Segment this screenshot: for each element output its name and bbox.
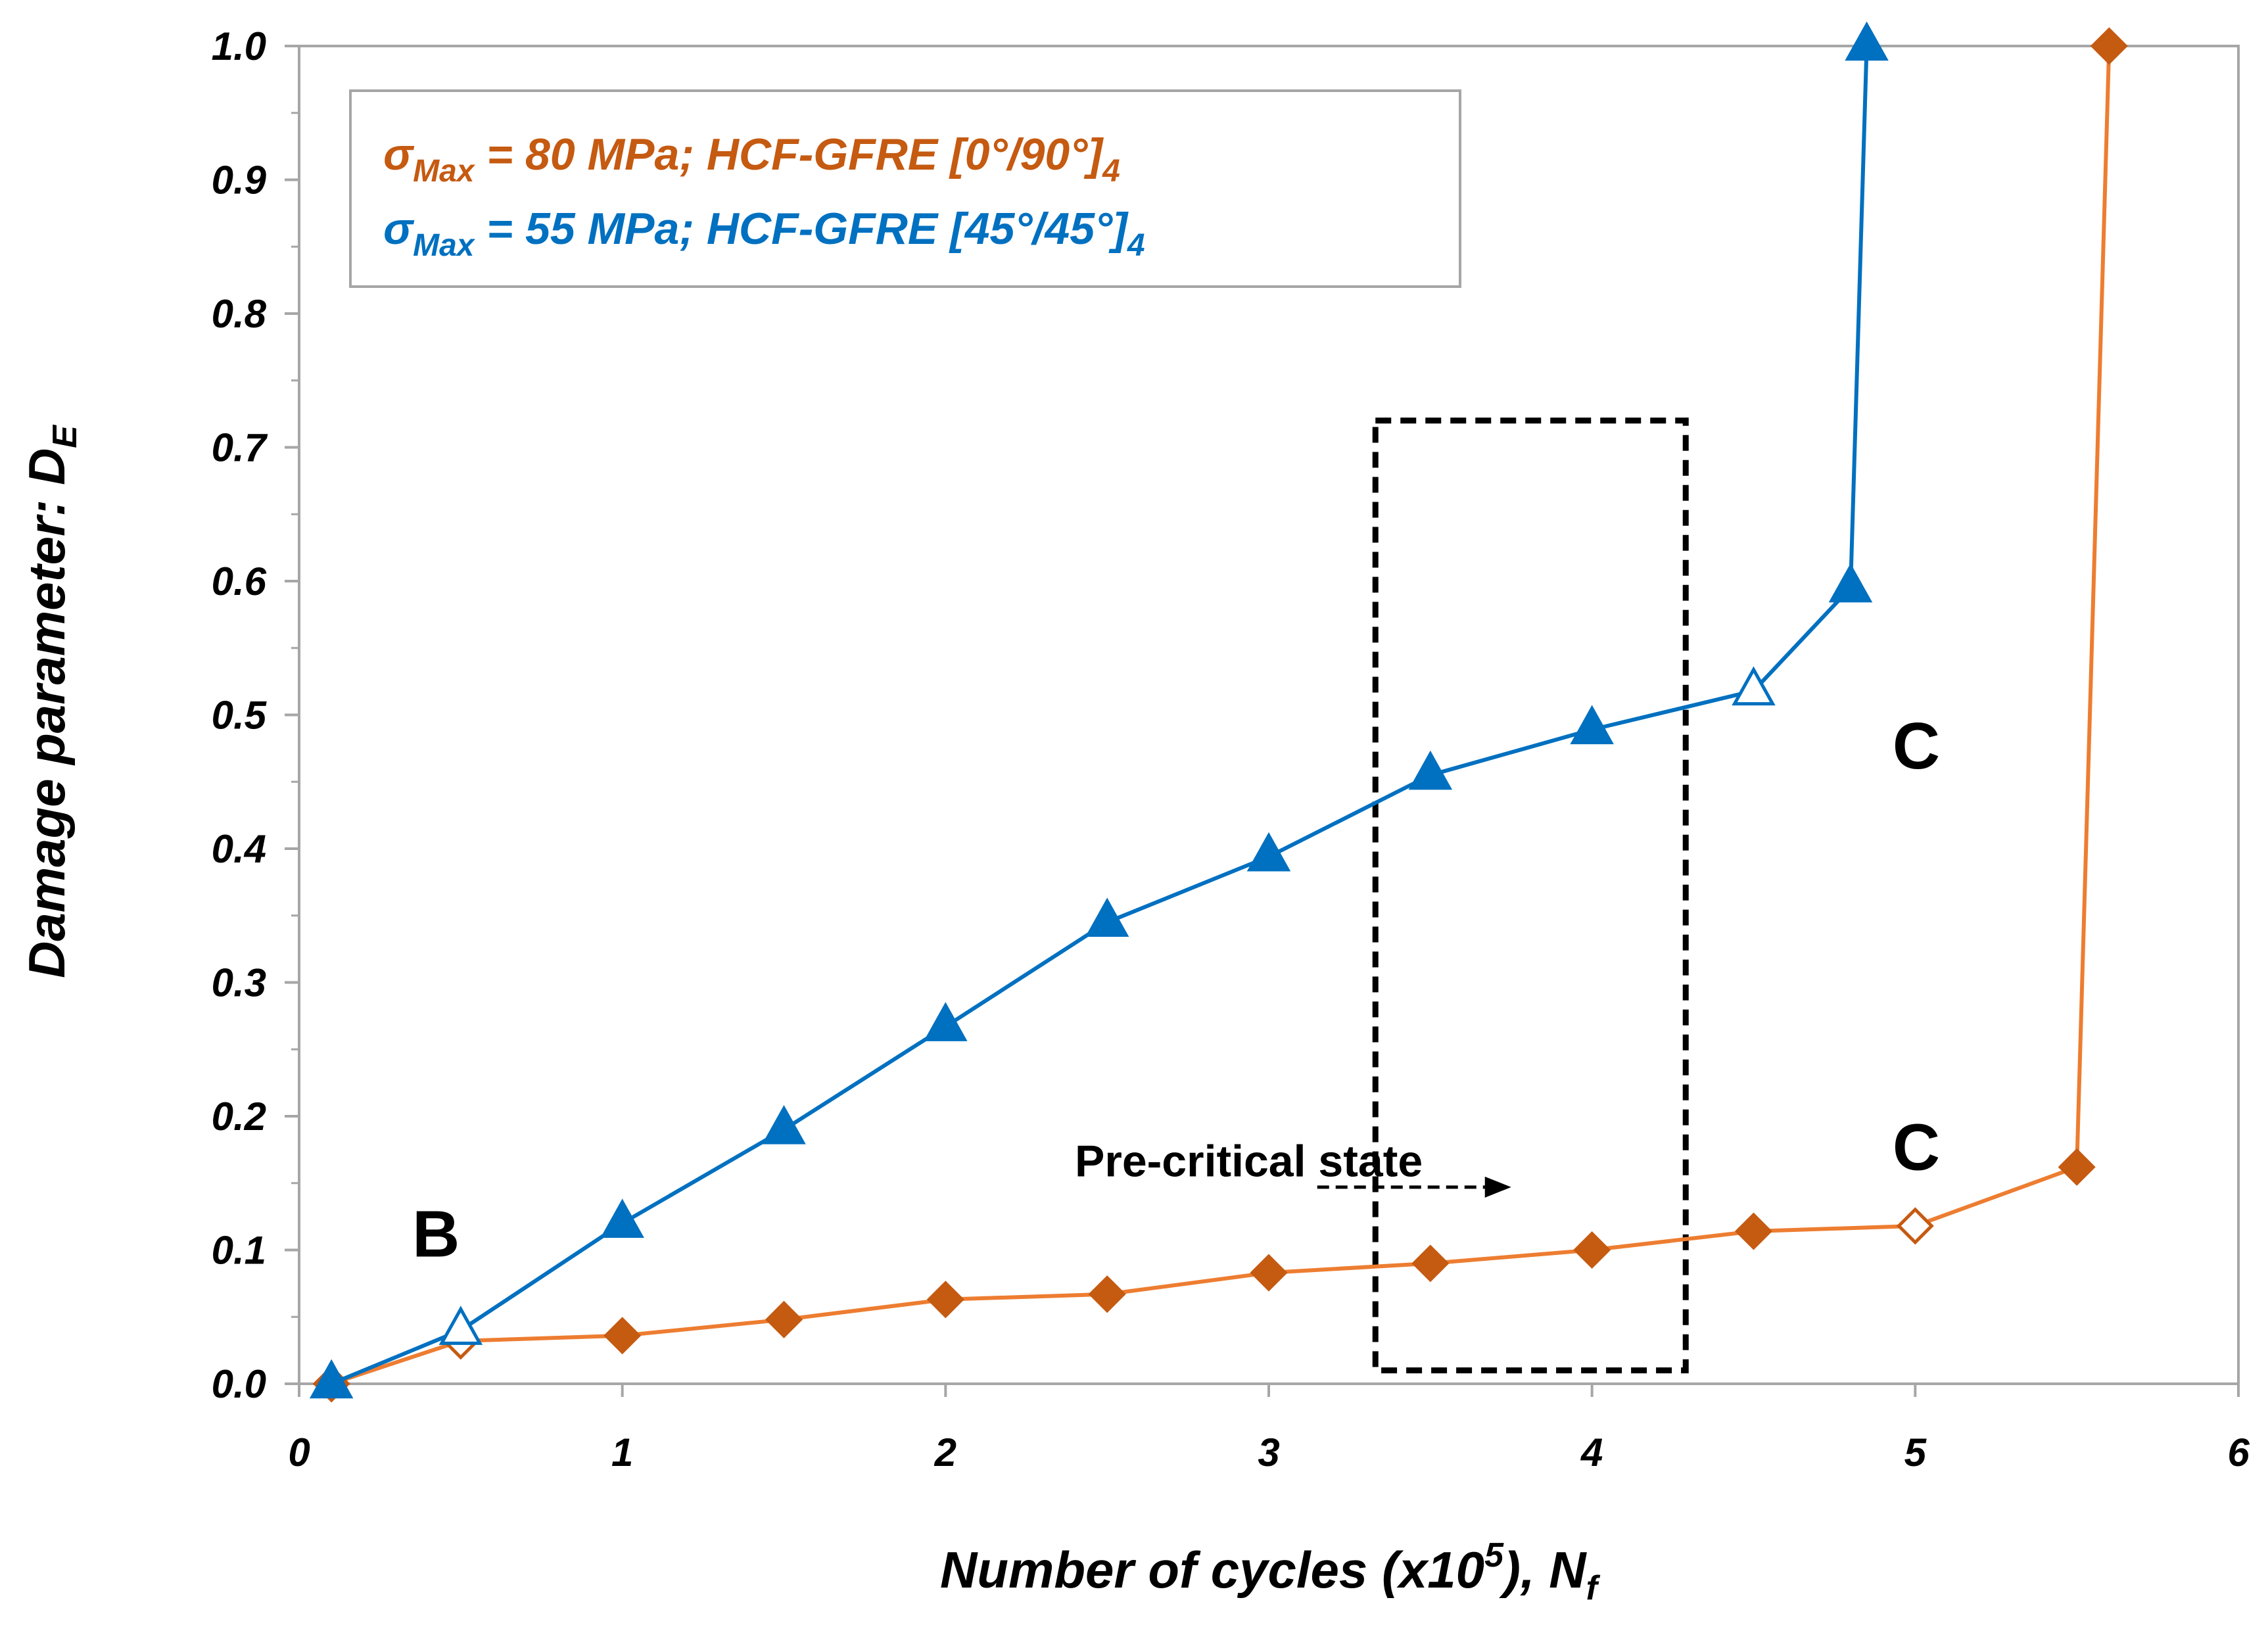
x-tick-label: 1 xyxy=(611,1430,633,1474)
pre-critical-label: Pre-critical state xyxy=(1075,1137,1423,1187)
legend-sigma: σ xyxy=(383,130,415,179)
legend-entry: σMax = 55 MPa; HCF-GFRE [45°/45°]4 xyxy=(383,204,1145,263)
data-point xyxy=(2058,1148,2096,1186)
data-point xyxy=(1250,1254,1288,1292)
pre-critical-region-box xyxy=(1372,417,1689,1374)
x-tick-label: 0 xyxy=(288,1430,310,1474)
data-point xyxy=(1088,1275,1126,1313)
x-axis-label-mid: ), N xyxy=(1499,1541,1587,1599)
legend-entry: σMax = 80 MPa; HCF-GFRE [0°/90°]4 xyxy=(383,130,1120,189)
point-annotation: C xyxy=(1893,709,1940,783)
x-axis-label-superscript: 5 xyxy=(1484,1536,1504,1574)
x-tick-label: 2 xyxy=(934,1430,957,1474)
y-tick-label: 0.2 xyxy=(212,1095,266,1139)
data-point xyxy=(1828,563,1873,603)
y-tick-label: 0.8 xyxy=(212,292,267,336)
point-annotation: C xyxy=(1893,1110,1940,1184)
legend-subscript: Max xyxy=(413,154,476,189)
data-point xyxy=(1246,832,1291,872)
data-point xyxy=(926,1281,964,1319)
legend-subscript: 4 xyxy=(1102,154,1120,189)
data-point xyxy=(1845,21,1889,61)
data-point-hollow xyxy=(438,1306,483,1345)
legend-sigma: σ xyxy=(383,204,415,254)
y-axis-label-main: Damage parameter: D xyxy=(18,448,76,978)
data-point xyxy=(1573,1231,1611,1269)
y-axis-label-subscript: E xyxy=(46,425,84,448)
data-point xyxy=(1411,1244,1450,1283)
data-point xyxy=(1734,1212,1773,1250)
legend-box xyxy=(349,89,1461,288)
legend-text: = 55 MPa; HCF-GFRE [45°/45°] xyxy=(475,204,1129,254)
x-axis-label-main: Number of cycles (x10 xyxy=(940,1541,1484,1599)
x-tick-label: 4 xyxy=(1580,1430,1603,1474)
data-point xyxy=(924,1002,968,1041)
y-tick-label: 0.3 xyxy=(212,961,266,1005)
data-point xyxy=(2090,27,2128,65)
y-tick-label: 0.6 xyxy=(212,559,267,603)
series-line xyxy=(331,45,1869,1386)
legend-subscript: Max xyxy=(413,228,476,263)
y-tick-label: 0.1 xyxy=(212,1229,266,1273)
data-point-hollow xyxy=(1732,666,1776,706)
series-triangle xyxy=(309,21,1889,1399)
y-tick-label: 0.9 xyxy=(212,158,267,202)
pre-critical-arrow-head xyxy=(1484,1176,1511,1198)
data-point xyxy=(765,1300,803,1338)
x-axis-label-subscript: f xyxy=(1586,1569,1601,1607)
data-point xyxy=(309,1359,354,1399)
data-point xyxy=(1570,705,1614,745)
data-point xyxy=(762,1104,806,1144)
y-axis-label: Damage parameter: DE xyxy=(18,425,84,978)
data-point-hollow xyxy=(1896,1207,1934,1245)
y-tick-label: 0.0 xyxy=(212,1362,266,1406)
x-tick-label: 3 xyxy=(1258,1430,1279,1474)
x-tick-label: 5 xyxy=(1904,1430,1927,1474)
x-axis-label: Number of cycles (x105), Nf xyxy=(940,1536,1601,1607)
legend-text: = 80 MPa; HCF-GFRE [0°/90°] xyxy=(475,130,1104,179)
y-tick-label: 0.5 xyxy=(212,694,268,738)
y-tick-label: 0.4 xyxy=(212,827,266,871)
x-tick-label: 6 xyxy=(2227,1430,2250,1474)
legend-subscript: 4 xyxy=(1127,228,1145,263)
y-tick-label: 1.0 xyxy=(212,24,266,68)
y-tick-label: 0.7 xyxy=(212,426,268,470)
data-point xyxy=(1408,750,1453,790)
data-point xyxy=(600,1198,644,1238)
point-annotation: B xyxy=(412,1198,460,1271)
data-point xyxy=(1085,897,1129,937)
data-point xyxy=(603,1317,642,1355)
